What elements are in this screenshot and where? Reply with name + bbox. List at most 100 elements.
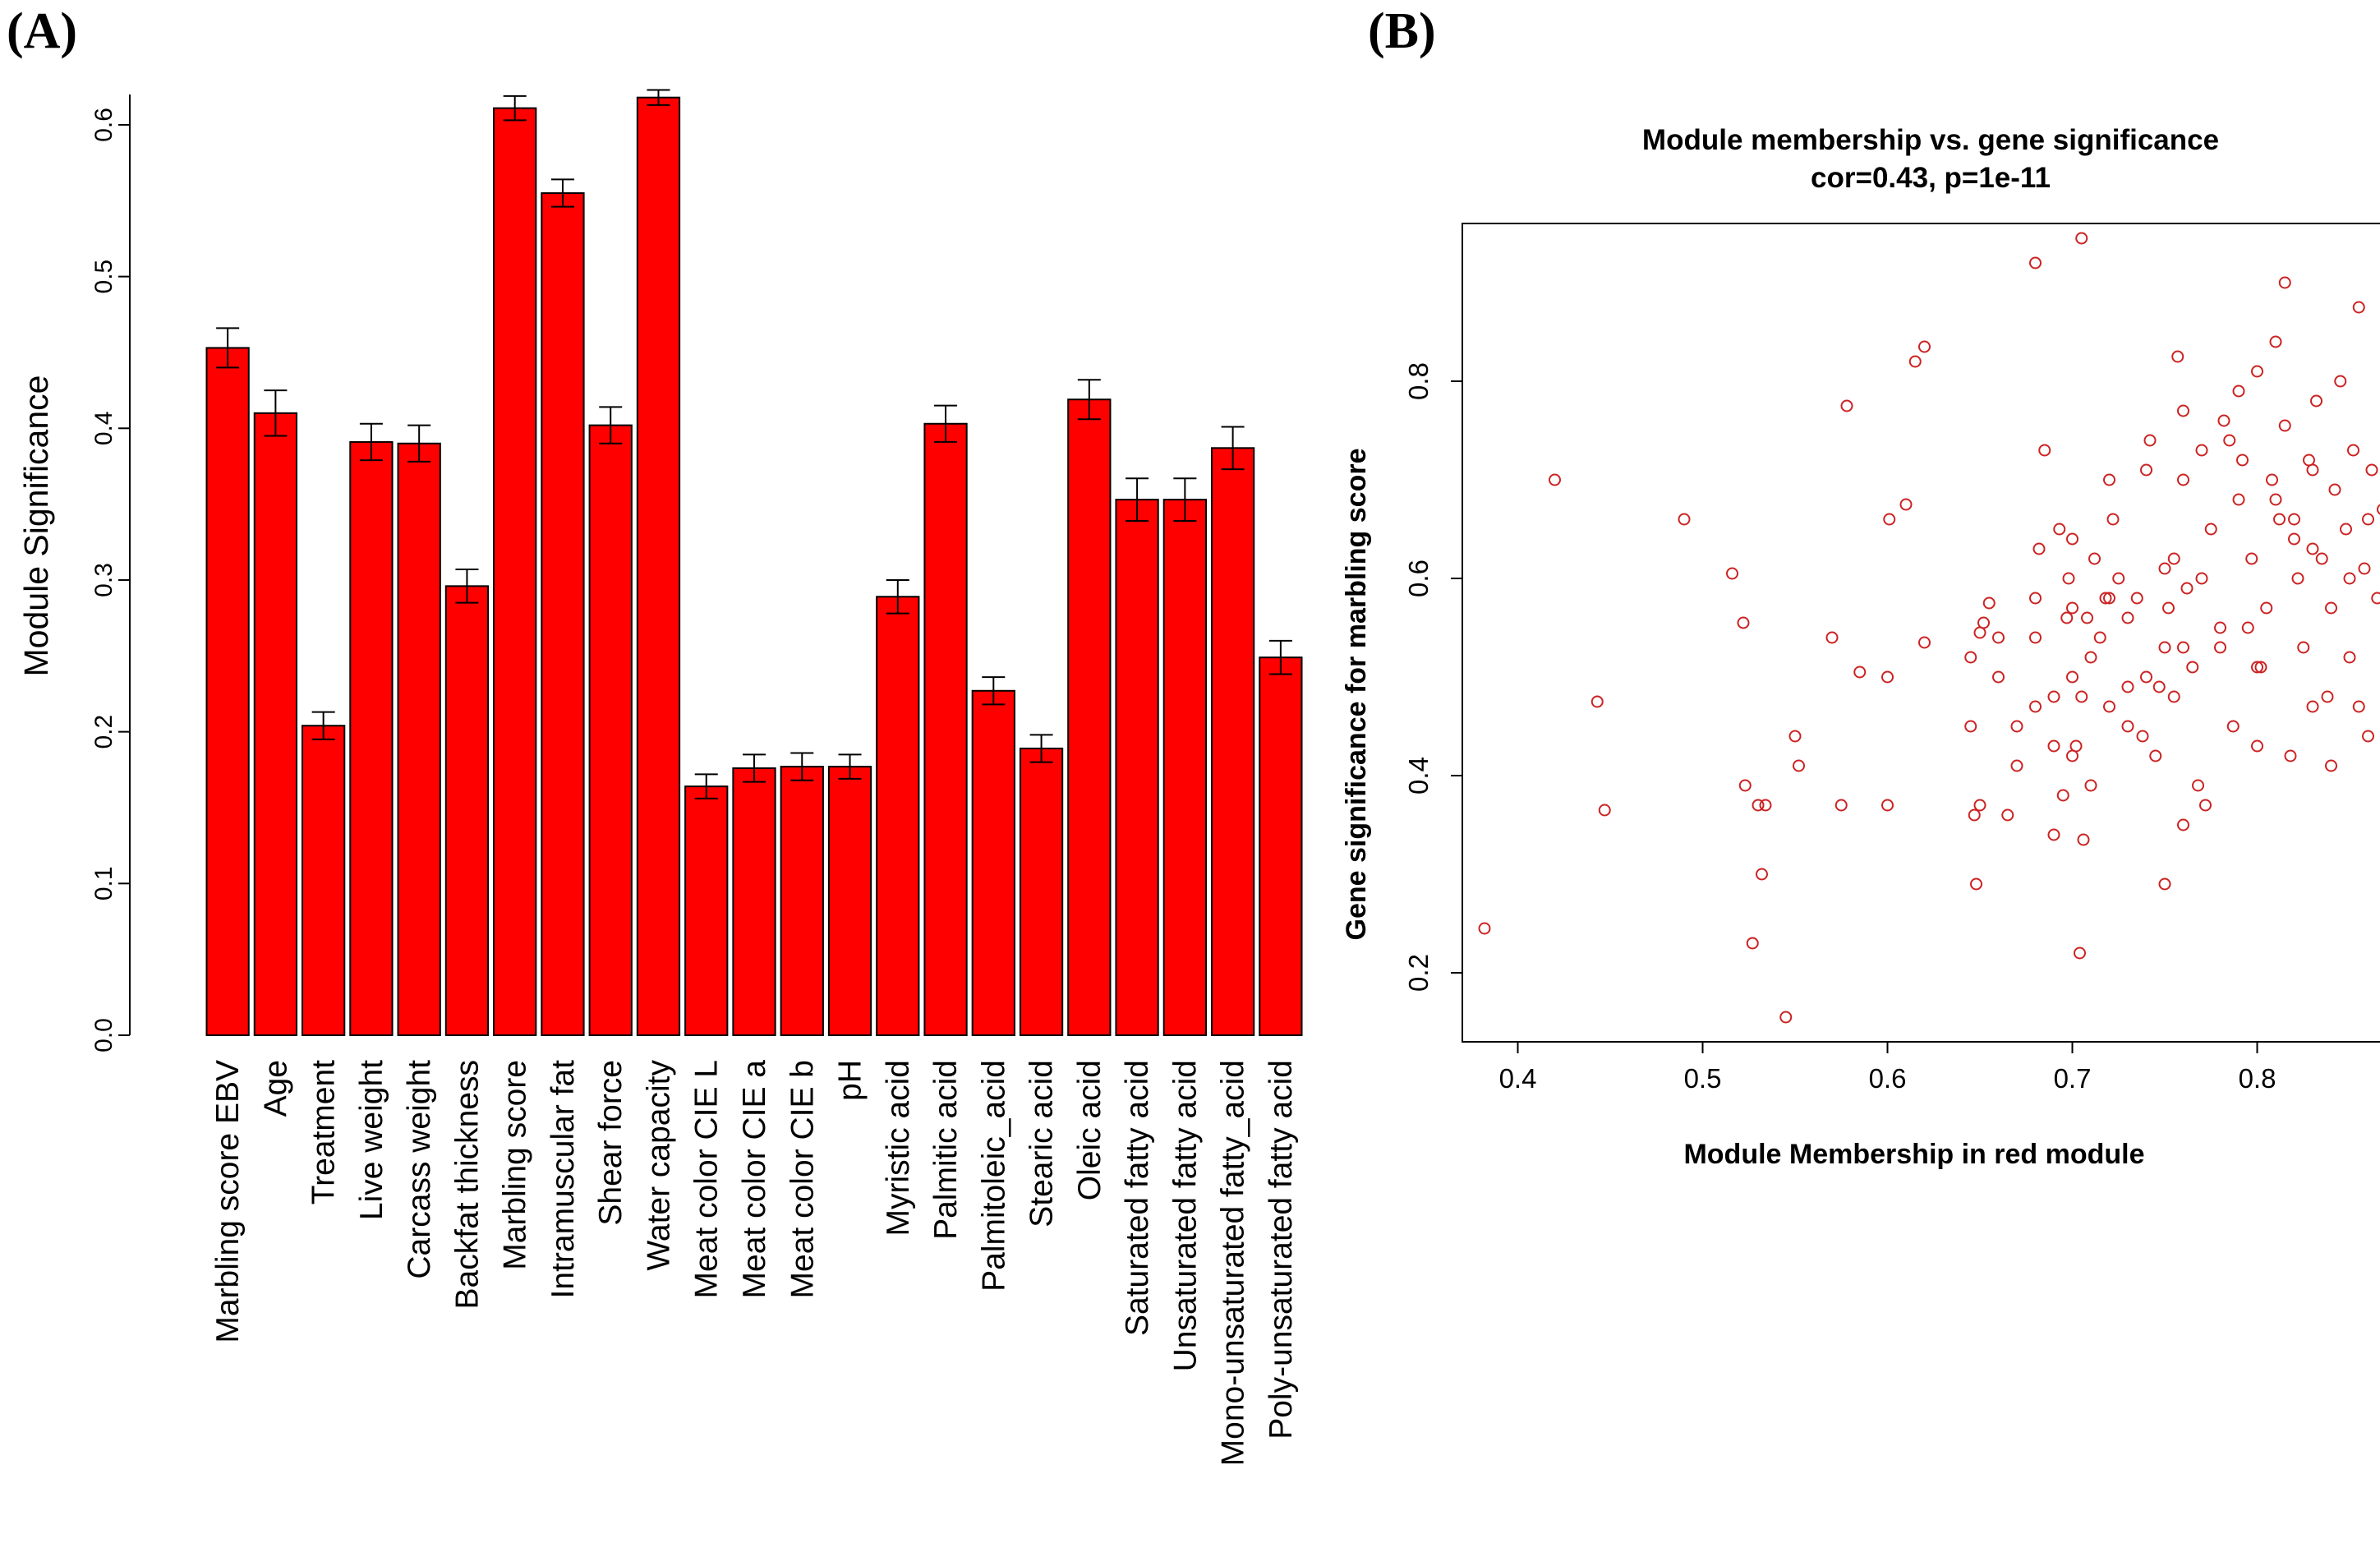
panel-a-bar: [493, 107, 537, 1036]
panel-b-point: [1834, 799, 1848, 812]
panel-b-x-tick-label: 0.6: [1869, 1063, 1907, 1094]
panel-b-point: [2192, 779, 2204, 792]
panel-b-point: [2010, 720, 2023, 733]
panel-a-bar-chart: (A) Module Significance 0.00.10.20.30.40…: [7, 3, 1303, 1466]
panel-a-bar: [827, 766, 872, 1036]
panel-b-point: [2029, 700, 2042, 713]
panel-b-point: [2075, 232, 2088, 245]
panel-b-point: [2343, 572, 2356, 585]
panel-b-point: [1779, 1011, 1793, 1024]
panel-b-point: [2362, 730, 2374, 743]
panel-a-bar: [1019, 747, 1064, 1036]
panel-b-point: [2340, 523, 2352, 536]
panel-b-point: [2066, 670, 2078, 684]
panel-b-point: [2325, 601, 2337, 615]
panel-b-subtitle: cor=0.43, p=1e-11: [1811, 162, 2051, 194]
panel-b-point: [2291, 572, 2304, 585]
panel-b-y-tick-label: 0.8: [1403, 362, 1434, 400]
panel-b-x-tick-label: 0.4: [1499, 1063, 1537, 1094]
panel-a-category-label: Marbling score EBV: [210, 1060, 246, 1343]
panel-b-point: [2232, 493, 2245, 506]
panel-b-point: [2038, 444, 2051, 457]
panel-b-point: [2325, 759, 2337, 772]
panel-b-point: [2232, 385, 2245, 398]
panel-b-point: [2060, 611, 2074, 624]
panel-b-point: [2371, 592, 2380, 605]
panel-a-bar: [636, 96, 681, 1036]
panel-b-point: [1881, 670, 1894, 684]
panel-b-points: [1478, 232, 2380, 1024]
panel-b-point: [2081, 611, 2093, 624]
panel-b-point: [2306, 463, 2319, 477]
panel-a-bar: [444, 585, 490, 1036]
panel-a-bar: [253, 412, 298, 1036]
panel-b-y-tick-label: 0.6: [1403, 560, 1434, 597]
panel-b-scatter-plot: (B) Module membership vs. gene significa…: [1341, 3, 2380, 1170]
panel-a-category-label: Poly-unsaturated fatty acid: [1264, 1060, 1299, 1439]
panel-b-point: [2288, 513, 2300, 526]
panel-b-point: [2001, 808, 2014, 822]
panel-a-bar: [397, 442, 441, 1036]
panel-b-point: [1883, 513, 1896, 526]
panel-b-label: (B): [1368, 3, 1436, 59]
panel-b-y-ticks: 0.2 0.4 0.6 0.8: [1403, 362, 1462, 992]
panel-b-point: [1968, 808, 1981, 822]
panel-b-point: [2158, 877, 2171, 891]
panel-b-point: [2177, 818, 2189, 831]
panel-a-bar: [732, 767, 776, 1036]
panel-a-bar: [971, 689, 1015, 1037]
panel-b-point: [2140, 670, 2152, 684]
panel-a-bar: [302, 725, 346, 1036]
panel-b-point: [2056, 789, 2069, 802]
panel-b-point: [2053, 523, 2066, 536]
panel-b-point: [2121, 611, 2134, 624]
panel-b-point: [2103, 700, 2115, 713]
panel-b-point: [2162, 601, 2175, 615]
panel-b-point: [2347, 444, 2359, 457]
panel-b-point: [2106, 513, 2120, 526]
panel-a-bar: [1115, 499, 1159, 1036]
panel-b-point: [2278, 419, 2291, 432]
panel-b-point: [2269, 493, 2282, 506]
panel-b-point: [2171, 350, 2184, 363]
panel-a-bar: [1259, 656, 1303, 1036]
panel-b-point: [1899, 498, 1913, 511]
panel-a-y-tick-label: 0.3: [90, 563, 117, 597]
panel-b-point: [2029, 256, 2042, 269]
panel-b-title: Module membership vs. gene significance: [1642, 124, 2219, 156]
panel-b-point: [2214, 641, 2226, 654]
panel-b-point: [2328, 483, 2341, 496]
panel-a-y-ticks: 0.0 0.1 0.2 0.3 0.4 0.5 0.6: [90, 108, 130, 1052]
panel-b-point: [2047, 739, 2060, 753]
panel-b-point: [2195, 572, 2208, 585]
panel-b-x-tick-label: 0.5: [1684, 1063, 1722, 1094]
panel-a-y-axis-label: Module Significance: [17, 375, 55, 677]
panel-a-bar: [1210, 447, 1255, 1036]
panel-b-point: [2112, 572, 2125, 585]
panel-a-y-tick-label: 0.4: [90, 411, 117, 445]
panel-b-point: [2352, 700, 2365, 713]
panel-b-point: [2195, 444, 2208, 457]
panel-b-point: [1970, 877, 1982, 891]
panel-b-point: [2321, 690, 2334, 703]
panel-b-point: [2365, 463, 2378, 477]
panel-b-point: [2010, 759, 2023, 772]
panel-b-point: [2310, 394, 2322, 408]
panel-b-point: [1992, 670, 2005, 684]
panel-b-point: [2334, 375, 2347, 388]
panel-b-x-tick-label: 0.7: [2054, 1063, 2092, 1094]
panel-b-point: [1549, 473, 1561, 486]
panel-b-point: [2343, 651, 2356, 664]
panel-a-category-label: Myristic acid: [881, 1060, 916, 1237]
panel-b-point: [2088, 552, 2101, 565]
panel-b-point: [2177, 404, 2189, 417]
panel-b-point: [2103, 592, 2115, 605]
panel-b-point: [2167, 690, 2180, 703]
panel-b-point: [2152, 680, 2166, 693]
panel-b-point: [2121, 720, 2134, 733]
panel-b-point: [1726, 567, 1738, 580]
panel-b-point: [2029, 631, 2042, 644]
panel-b-point: [2236, 454, 2249, 467]
panel-a-category-label: Palmitoleic_acid: [976, 1060, 1011, 1292]
panel-b-point: [2047, 690, 2060, 703]
